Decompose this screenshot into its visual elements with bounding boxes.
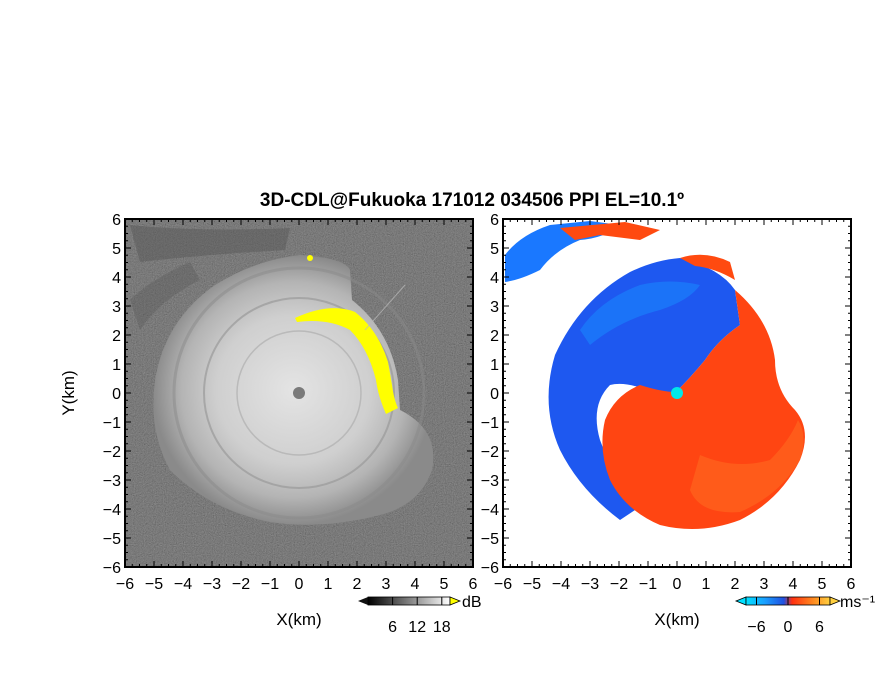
x-tick-label: 5	[818, 576, 827, 593]
y-tick-label: −2	[103, 444, 121, 461]
x-tick-label: −6	[116, 576, 134, 593]
y-tick-label: 2	[112, 328, 121, 345]
x-tick-label: −4	[174, 576, 192, 593]
reflectivity-axes: −6 −5 −4 −3 −2 −1 0 1 2 3 4 5 6 6 5 4 3 2 1 0 −1 −2 −3 −4 −5 −6	[103, 212, 478, 593]
y-tick-label: 1	[490, 357, 499, 374]
x-tick-label: −6	[494, 576, 512, 593]
x-tick-label: 1	[702, 576, 711, 593]
x-tick-label: −3	[203, 576, 221, 593]
y-tick-label: −4	[103, 502, 121, 519]
y-tick-label: −5	[103, 531, 121, 548]
x-tick-label: −5	[145, 576, 163, 593]
y-tick-label: 0	[112, 386, 121, 403]
x-tick-label: −2	[610, 576, 628, 593]
y-tick-label: 1	[112, 357, 121, 374]
x-tick-label: 3	[382, 576, 391, 593]
velocity-image	[503, 219, 851, 567]
x-tick-label: 0	[295, 576, 304, 593]
y-tick-label: 5	[490, 241, 499, 258]
velocity-panel: −6 −5 −4 −3 −2 −1 0 1 2 3 4 5 6 6 5 4 3 2 1 0 −1 −2 −3 −4 −5 −6 X…	[481, 212, 856, 629]
x-tick-label: 4	[411, 576, 420, 593]
y-tick-label: −2	[481, 444, 499, 461]
y-tick-label: 3	[490, 299, 499, 316]
x-tick-label: 4	[789, 576, 798, 593]
y-tick-label: 6	[490, 212, 499, 229]
y-axis-label: Y(km)	[59, 370, 78, 415]
x-tick-label: −5	[523, 576, 541, 593]
velocity-colorbar: −6 0 6 ms⁻¹	[734, 594, 875, 636]
x-tick-label: 2	[353, 576, 362, 593]
y-tick-label: −6	[103, 560, 121, 577]
colorbar-tick-label: 6	[815, 619, 824, 636]
reflectivity-unit: dB	[462, 594, 482, 611]
x-axis-label-right: X(km)	[654, 610, 699, 629]
x-tick-label: 6	[469, 576, 478, 593]
y-tick-label: 2	[490, 328, 499, 345]
x-tick-label: −2	[232, 576, 250, 593]
y-tick-label: 6	[112, 212, 121, 229]
x-tick-label: −4	[552, 576, 570, 593]
colorbar-tick-label: −6	[747, 619, 765, 636]
y-tick-label: 0	[490, 386, 499, 403]
reflectivity-colorbar: 6 12 18 dB	[358, 594, 482, 636]
y-tick-label: 4	[112, 270, 121, 287]
colorbar-tick-label: 6	[388, 619, 397, 636]
y-tick-label: −3	[481, 473, 499, 490]
x-tick-label: 3	[760, 576, 769, 593]
x-tick-label: 5	[440, 576, 449, 593]
x-tick-label: 1	[324, 576, 333, 593]
y-tick-label: −1	[103, 415, 121, 432]
y-tick-label: −4	[481, 502, 499, 519]
x-tick-label: −3	[581, 576, 599, 593]
y-tick-label: 4	[490, 270, 499, 287]
colorbar-tick-label: 0	[784, 619, 793, 636]
y-tick-label: −1	[481, 415, 499, 432]
reflectivity-panel: −6 −5 −4 −3 −2 −1 0 1 2 3 4 5 6 6 5 4 3 2 1 0 −1 −2 −3 −4 −5 −6 X…	[59, 212, 478, 629]
x-tick-label: 0	[673, 576, 682, 593]
y-tick-label: −5	[481, 531, 499, 548]
y-tick-label: 5	[112, 241, 121, 258]
x-tick-label: −1	[261, 576, 279, 593]
y-tick-label: −6	[481, 560, 499, 577]
velocity-axes: −6 −5 −4 −3 −2 −1 0 1 2 3 4 5 6 6 5 4 3 2 1 0 −1 −2 −3 −4 −5 −6	[481, 212, 856, 593]
reflectivity-image	[125, 219, 473, 567]
x-tick-label: 6	[847, 576, 856, 593]
chart-title: 3D-CDL@Fukuoka 171012 034506 PPI EL=10.1…	[260, 190, 684, 211]
velocity-unit: ms⁻¹	[840, 594, 875, 611]
y-tick-label: 3	[112, 299, 121, 316]
x-tick-label: 2	[731, 576, 740, 593]
y-tick-label: −3	[103, 473, 121, 490]
x-tick-label: −1	[639, 576, 657, 593]
colorbar-tick-label: 12	[408, 619, 426, 636]
colorbar-tick-label: 18	[433, 619, 451, 636]
x-axis-label-left: X(km)	[276, 610, 321, 629]
